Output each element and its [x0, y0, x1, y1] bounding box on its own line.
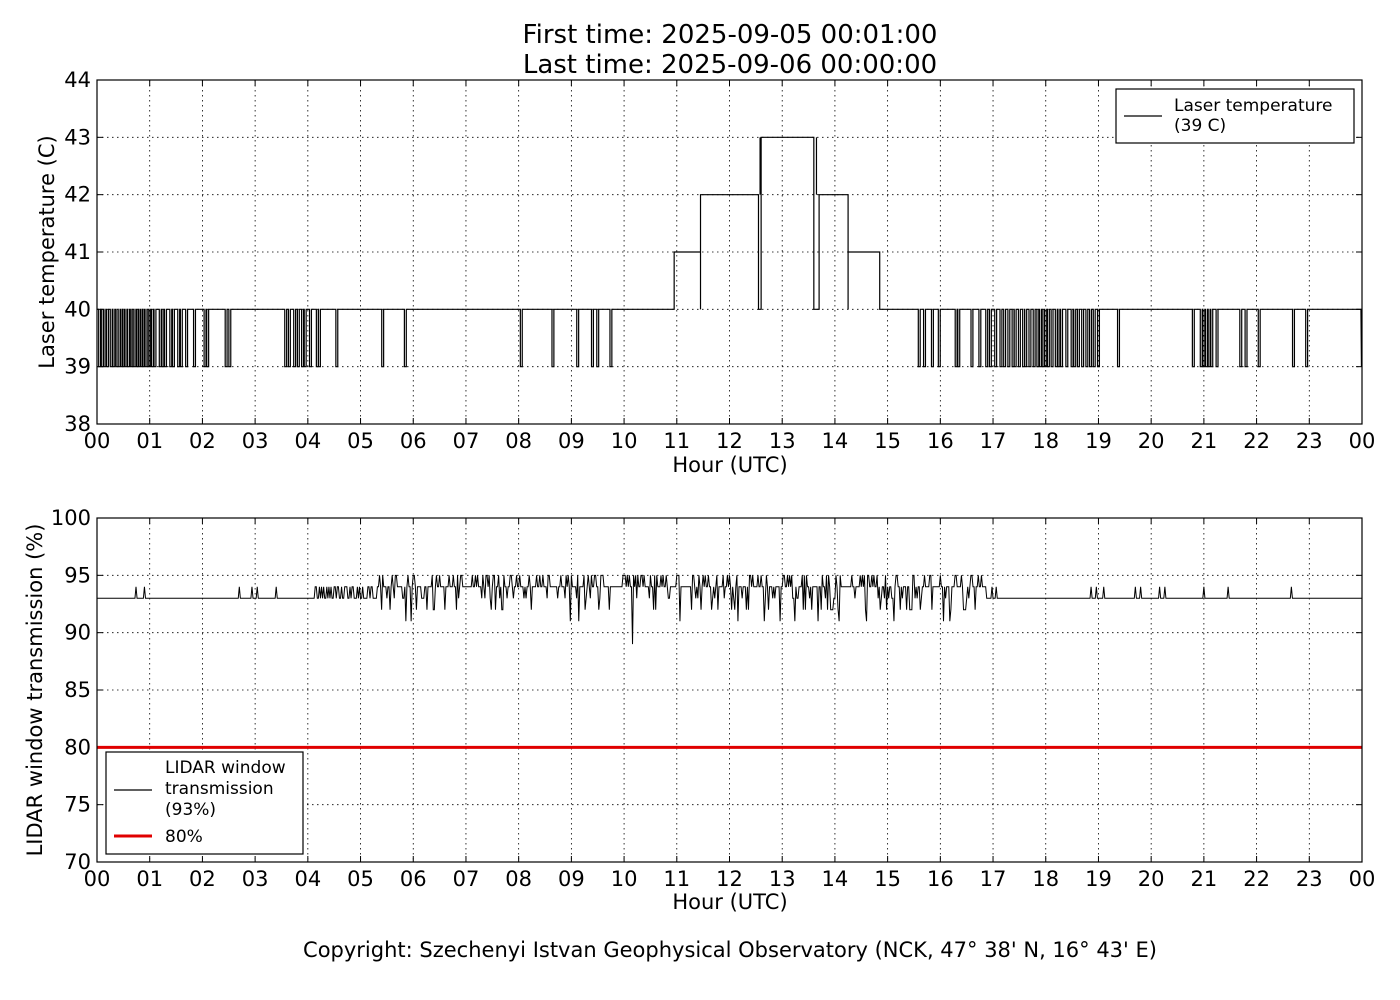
- temperature-x-tick-label: 00: [84, 429, 111, 453]
- temperature-y-tick-label: 39: [64, 355, 91, 379]
- transmission-legend: LIDAR window transmission (93%) 80%: [105, 751, 304, 855]
- transmission-x-tick-label: 11: [663, 867, 690, 891]
- transmission-x-tick-label: 08: [505, 867, 532, 891]
- temperature-x-tick-label: 01: [136, 429, 163, 453]
- transmission-x-tick-label: 03: [242, 867, 269, 891]
- temperature-x-tick-label: 05: [347, 429, 374, 453]
- transmission-x-tick-label: 07: [453, 867, 480, 891]
- temperature-x-tick-label: 06: [400, 429, 427, 453]
- temperature-x-axis-label: Hour (UTC): [672, 453, 787, 477]
- transmission-y-tick-label: 90: [64, 621, 91, 645]
- transmission-y-tick-label: 85: [64, 678, 91, 702]
- temperature-chart: 00 01 02 03 04 05 06 07 08 09 10 11 12 13 14 15 16 17 18 19…: [64, 68, 1375, 453]
- title-first-time: First time: 2025-09-05 00:01:00: [523, 20, 938, 50]
- transmission-series-line: [97, 574, 1362, 645]
- transmission-y-tick-label: 75: [64, 793, 91, 817]
- temperature-y-tick-label: 40: [64, 297, 91, 321]
- temperature-x-tick-label: 03: [242, 429, 269, 453]
- transmission-x-tick-label: 00: [84, 867, 111, 891]
- temperature-x-tick-label: 15: [874, 429, 901, 453]
- transmission-x-tick-label: 19: [1085, 867, 1112, 891]
- transmission-x-tick-label: 17: [980, 867, 1007, 891]
- transmission-x-tick-label: 00: [1349, 867, 1376, 891]
- title-last-time: Last time: 2025-09-06 00:00:00: [523, 50, 937, 80]
- transmission-x-tick-label: 01: [136, 867, 163, 891]
- temperature-x-tick-label: 19: [1085, 429, 1112, 453]
- transmission-x-tick-label: 14: [822, 867, 849, 891]
- temperature-legend-line2: (39 C): [1174, 116, 1226, 136]
- transmission-legend-line2: transmission: [165, 779, 274, 799]
- temperature-x-tick-label: 09: [558, 429, 585, 453]
- transmission-x-tick-label: 21: [1191, 867, 1218, 891]
- transmission-x-tick-label: 12: [716, 867, 743, 891]
- temperature-y-axis-label: Laser temperature (C): [35, 135, 59, 368]
- temperature-y-tick-label: 43: [64, 125, 91, 149]
- transmission-chart: 00 01 02 03 04 05 06 07 08 09 10 11 12 13 14 15 16 17 18 19…: [51, 506, 1375, 891]
- temperature-x-tick-label: 02: [189, 429, 216, 453]
- transmission-x-tick-label: 06: [400, 867, 427, 891]
- temperature-series-line: [97, 136, 1363, 368]
- transmission-x-tick-label: 13: [769, 867, 796, 891]
- transmission-x-tick-label: 23: [1296, 867, 1323, 891]
- temperature-x-tick-label: 18: [1032, 429, 1059, 453]
- temperature-legend-line1: Laser temperature: [1174, 96, 1332, 116]
- transmission-x-tick-label: 05: [347, 867, 374, 891]
- transmission-y-tick-label: 70: [64, 850, 91, 874]
- transmission-x-tick-label: 09: [558, 867, 585, 891]
- transmission-x-tick-label: 15: [874, 867, 901, 891]
- temperature-x-tick-label: 23: [1296, 429, 1323, 453]
- threshold-legend-label: 80%: [165, 827, 203, 847]
- temperature-y-tick-label: 38: [64, 412, 91, 436]
- temperature-x-tick-label: 20: [1138, 429, 1165, 453]
- temperature-x-tick-label: 13: [769, 429, 796, 453]
- transmission-legend-line3: (93%): [165, 800, 216, 820]
- temperature-plot-frame: [96, 79, 1363, 425]
- temperature-x-tick-label: 17: [980, 429, 1007, 453]
- transmission-y-tick-label: 80: [64, 735, 91, 759]
- temperature-x-tick-label: 16: [927, 429, 954, 453]
- transmission-legend-line1: LIDAR window: [165, 758, 286, 778]
- temperature-x-tick-label: 07: [453, 429, 480, 453]
- temperature-x-tick-label: 10: [611, 429, 638, 453]
- transmission-y-tick-label: 100: [51, 506, 91, 530]
- transmission-x-tick-label: 18: [1032, 867, 1059, 891]
- copyright: Copyright: Szechenyi Istvan Geophysical …: [303, 938, 1157, 962]
- temperature-x-tick-label: 14: [822, 429, 849, 453]
- temperature-x-tick-label: 04: [294, 429, 321, 453]
- temperature-x-tick-label: 00: [1349, 429, 1376, 453]
- temperature-legend: Laser temperature (39 C): [1115, 88, 1355, 144]
- temperature-x-tick-label: 22: [1243, 429, 1270, 453]
- transmission-y-axis-label: LIDAR window transmission (%): [23, 524, 47, 857]
- transmission-x-tick-label: 10: [611, 867, 638, 891]
- transmission-x-tick-label: 04: [294, 867, 321, 891]
- transmission-y-tick-label: 95: [64, 563, 91, 587]
- transmission-x-tick-label: 16: [927, 867, 954, 891]
- transmission-x-axis-label: Hour (UTC): [672, 890, 787, 914]
- temperature-x-tick-label: 08: [505, 429, 532, 453]
- transmission-x-tick-label: 22: [1243, 867, 1270, 891]
- temperature-y-tick-label: 44: [64, 68, 91, 92]
- temperature-x-tick-label: 12: [716, 429, 743, 453]
- temperature-y-tick-label: 42: [64, 183, 91, 207]
- transmission-x-tick-label: 02: [189, 867, 216, 891]
- transmission-plot-frame: [96, 517, 1363, 863]
- temperature-y-tick-label: 41: [64, 240, 91, 264]
- transmission-x-tick-label: 20: [1138, 867, 1165, 891]
- temperature-x-tick-label: 11: [663, 429, 690, 453]
- temperature-x-tick-label: 21: [1191, 429, 1218, 453]
